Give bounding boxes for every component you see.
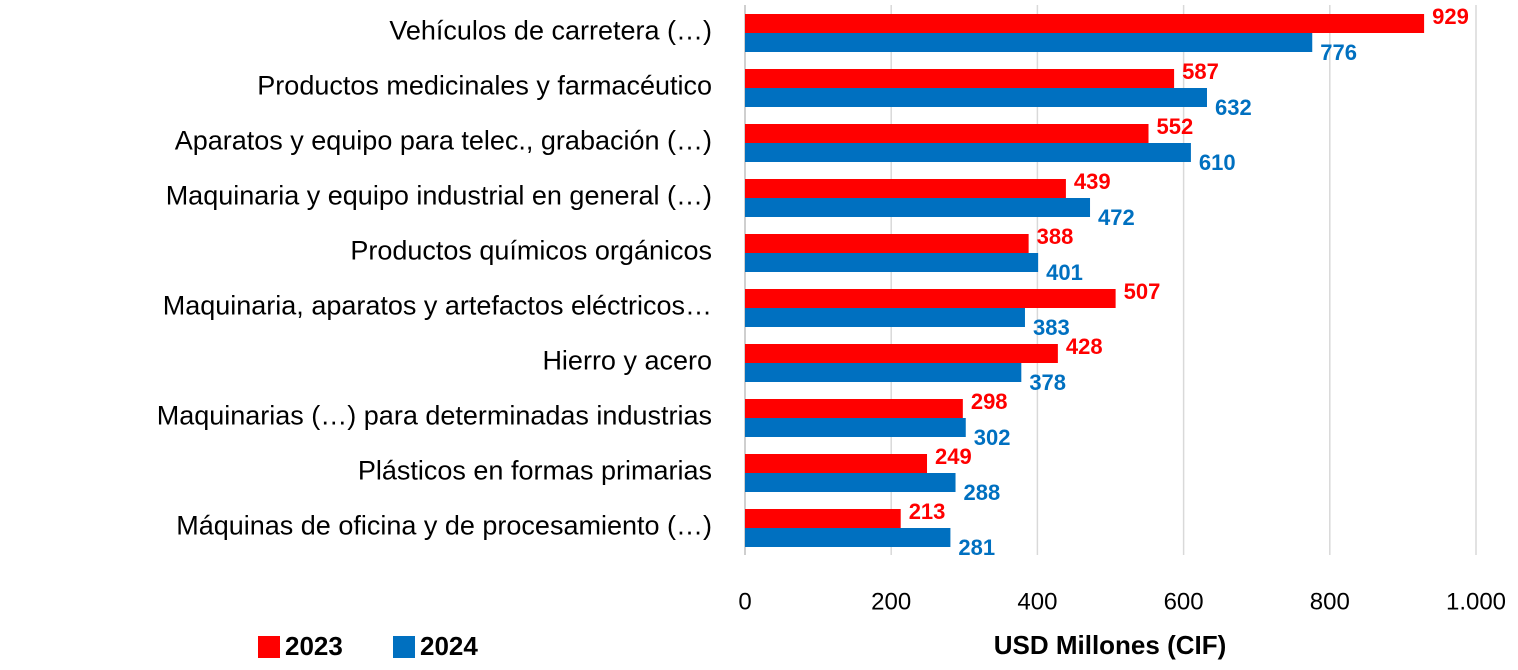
legend-label: 2023 <box>285 631 343 661</box>
x-axis-label: USD Millones (CIF) <box>994 630 1227 660</box>
data-label: 383 <box>1033 315 1070 340</box>
y-tick-label: Maquinaria, aparatos y artefactos eléctr… <box>163 291 712 321</box>
bar <box>745 344 1058 363</box>
data-label: 388 <box>1037 224 1074 249</box>
bar <box>745 179 1066 198</box>
bar <box>745 33 1313 52</box>
bar <box>745 473 956 492</box>
data-label: 632 <box>1215 95 1252 120</box>
data-label: 507 <box>1124 279 1161 304</box>
bar <box>745 143 1191 162</box>
y-tick-label: Productos medicinales y farmacéutico <box>257 71 712 101</box>
data-label: 428 <box>1066 334 1103 359</box>
bar <box>745 14 1425 33</box>
legend-swatch <box>393 636 415 658</box>
y-tick-label: Plásticos en formas primarias <box>358 456 712 486</box>
y-tick-label: Maquinarias (…) para determinadas indust… <box>157 401 712 431</box>
bar <box>745 69 1175 88</box>
data-label: 587 <box>1182 59 1219 84</box>
y-tick-label: Hierro y acero <box>542 346 712 376</box>
data-label: 288 <box>964 480 1001 505</box>
data-label: 249 <box>935 444 972 469</box>
data-label: 378 <box>1029 370 1066 395</box>
data-label: 302 <box>974 425 1011 450</box>
data-label: 776 <box>1320 40 1357 65</box>
bar <box>745 198 1091 217</box>
data-label: 439 <box>1074 169 1111 194</box>
y-tick-label: Maquinaria y equipo industrial en genera… <box>166 181 712 211</box>
data-label: 281 <box>958 535 995 560</box>
bar <box>745 418 966 437</box>
bar <box>745 363 1022 382</box>
data-label: 401 <box>1046 260 1083 285</box>
x-tick-label: 800 <box>1310 588 1350 615</box>
bar <box>745 509 901 528</box>
data-label: 472 <box>1098 205 1135 230</box>
bar <box>745 454 928 473</box>
bar <box>745 528 951 547</box>
x-tick-label: 200 <box>871 588 911 615</box>
data-label: 610 <box>1199 150 1236 175</box>
data-label: 929 <box>1432 4 1469 29</box>
y-tick-label: Productos químicos orgánicos <box>350 236 712 266</box>
bar <box>745 88 1207 107</box>
x-tick-label: 400 <box>1017 588 1057 615</box>
data-label: 213 <box>909 499 946 524</box>
bar <box>745 399 963 418</box>
bar <box>745 289 1116 308</box>
legend-label: 2024 <box>420 631 478 661</box>
legend-swatch <box>258 636 280 658</box>
y-tick-label: Vehículos de carretera (…) <box>389 16 712 46</box>
data-label: 552 <box>1157 114 1194 139</box>
y-tick-label: Aparatos y equipo para telec., grabación… <box>175 126 712 156</box>
x-tick-label: 0 <box>738 588 751 615</box>
bar <box>745 124 1149 143</box>
data-label: 298 <box>971 389 1008 414</box>
bar <box>745 308 1025 327</box>
bar <box>745 253 1039 272</box>
x-tick-label: 1.000 <box>1446 588 1506 615</box>
y-tick-label: Máquinas de oficina y de procesamiento (… <box>176 511 712 541</box>
x-tick-label: 600 <box>1164 588 1204 615</box>
bar <box>745 234 1029 253</box>
